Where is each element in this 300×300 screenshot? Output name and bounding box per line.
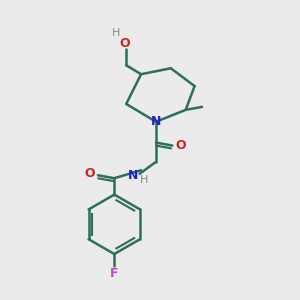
Text: O: O xyxy=(84,167,95,180)
Text: F: F xyxy=(110,267,118,280)
Text: N: N xyxy=(151,115,161,128)
Text: H: H xyxy=(112,28,120,38)
Text: O: O xyxy=(175,139,186,152)
Text: N: N xyxy=(128,169,138,182)
Text: H: H xyxy=(140,175,148,185)
Text: O: O xyxy=(119,37,130,50)
